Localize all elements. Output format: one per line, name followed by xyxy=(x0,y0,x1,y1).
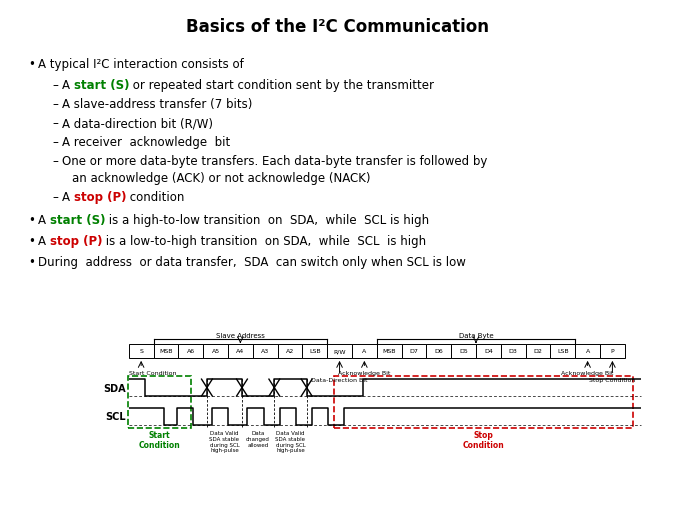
Text: •: • xyxy=(28,214,35,227)
Text: •: • xyxy=(28,234,35,247)
Text: A typical I²C interaction consists of: A typical I²C interaction consists of xyxy=(38,58,244,71)
Text: Basics of the I²C Communication: Basics of the I²C Communication xyxy=(185,18,489,36)
Bar xyxy=(476,344,501,358)
Bar xyxy=(352,344,377,358)
Text: Start
Condition: Start Condition xyxy=(138,430,180,449)
Text: is a low-to-high transition  on SDA,  while  SCL  is high: is a low-to-high transition on SDA, whil… xyxy=(102,234,427,247)
Text: start (S): start (S) xyxy=(50,214,105,227)
Bar xyxy=(526,344,551,358)
Text: Slave Address: Slave Address xyxy=(216,332,265,338)
Text: Stop Condition: Stop Condition xyxy=(589,377,636,382)
Text: Data
changed
allowed: Data changed allowed xyxy=(246,430,270,446)
Bar xyxy=(203,344,228,358)
Bar xyxy=(327,344,352,358)
Text: –: – xyxy=(52,79,58,92)
Text: A: A xyxy=(62,79,73,92)
Bar xyxy=(402,344,427,358)
Text: A5: A5 xyxy=(212,348,220,354)
Text: During  address  or data transfer,  SDA  can switch only when SCL is low: During address or data transfer, SDA can… xyxy=(38,256,466,269)
Bar xyxy=(303,344,327,358)
Text: D3: D3 xyxy=(509,348,518,354)
Text: D2: D2 xyxy=(534,348,543,354)
Text: an acknowledge (ACK) or not acknowledge (NACK): an acknowledge (ACK) or not acknowledge … xyxy=(72,172,371,185)
Text: A: A xyxy=(38,214,50,227)
Bar xyxy=(451,344,476,358)
Text: Acknowledge Bit: Acknowledge Bit xyxy=(561,370,614,375)
Text: Data Valid
SDA stable
during SCL
high-pulse: Data Valid SDA stable during SCL high-pu… xyxy=(210,430,239,452)
Text: •: • xyxy=(28,58,35,71)
Text: Data Valid
SDA stable
during SCL
high-pulse: Data Valid SDA stable during SCL high-pu… xyxy=(276,430,305,452)
Text: D4: D4 xyxy=(484,348,493,354)
Bar xyxy=(154,344,179,358)
Text: condition: condition xyxy=(126,190,185,204)
Bar xyxy=(179,344,203,358)
Text: LSB: LSB xyxy=(557,348,569,354)
Bar xyxy=(600,344,625,358)
Bar xyxy=(377,344,402,358)
Text: P: P xyxy=(611,348,614,354)
Bar xyxy=(575,344,600,358)
Text: Start Condition: Start Condition xyxy=(129,370,176,375)
Text: –: – xyxy=(52,190,58,204)
Bar xyxy=(427,344,451,358)
Bar xyxy=(253,344,278,358)
Text: A: A xyxy=(62,190,73,204)
Text: stop (P): stop (P) xyxy=(73,190,126,204)
Text: LSB: LSB xyxy=(309,348,321,354)
Bar xyxy=(228,344,253,358)
Text: A2: A2 xyxy=(286,348,294,354)
Text: D6: D6 xyxy=(435,348,443,354)
Text: A: A xyxy=(586,348,590,354)
Bar xyxy=(278,344,303,358)
Text: A: A xyxy=(362,348,367,354)
Text: Data Byte: Data Byte xyxy=(459,332,493,338)
Text: A3: A3 xyxy=(261,348,270,354)
Text: –: – xyxy=(52,98,58,111)
Text: is a high-to-low transition  on  SDA,  while  SCL is high: is a high-to-low transition on SDA, whil… xyxy=(105,214,429,227)
Text: –: – xyxy=(52,136,58,148)
Text: or repeated start condition sent by the transmitter: or repeated start condition sent by the … xyxy=(129,79,434,92)
Text: A slave-address transfer (7 bits): A slave-address transfer (7 bits) xyxy=(62,98,252,111)
Text: SDA: SDA xyxy=(103,383,126,393)
Text: One or more data-byte transfers. Each data-byte transfer is followed by: One or more data-byte transfers. Each da… xyxy=(62,155,487,168)
Bar xyxy=(501,344,526,358)
Text: A4: A4 xyxy=(236,348,245,354)
Text: –: – xyxy=(52,155,58,168)
Text: A receiver  acknowledge  bit: A receiver acknowledge bit xyxy=(62,136,231,148)
Text: stop (P): stop (P) xyxy=(50,234,102,247)
Bar xyxy=(129,344,154,358)
Text: R/W: R/W xyxy=(334,348,346,354)
Text: Acknowledge Bit: Acknowledge Bit xyxy=(338,370,390,375)
Text: S: S xyxy=(140,348,143,354)
Text: D7: D7 xyxy=(410,348,419,354)
Text: D5: D5 xyxy=(459,348,468,354)
Text: A6: A6 xyxy=(187,348,195,354)
Text: MSB: MSB xyxy=(159,348,173,354)
Text: MSB: MSB xyxy=(382,348,396,354)
Bar xyxy=(551,344,575,358)
Text: SCL: SCL xyxy=(105,411,126,421)
Text: start (S): start (S) xyxy=(73,79,129,92)
Text: Stop
Condition: Stop Condition xyxy=(462,430,504,449)
Text: •: • xyxy=(28,256,35,269)
Bar xyxy=(334,376,633,428)
Text: Data-Direction Bit: Data-Direction Bit xyxy=(311,377,368,382)
Text: A data-direction bit (R/W): A data-direction bit (R/W) xyxy=(62,117,213,130)
Text: A: A xyxy=(38,234,50,247)
Bar xyxy=(127,376,191,428)
Text: –: – xyxy=(52,117,58,130)
